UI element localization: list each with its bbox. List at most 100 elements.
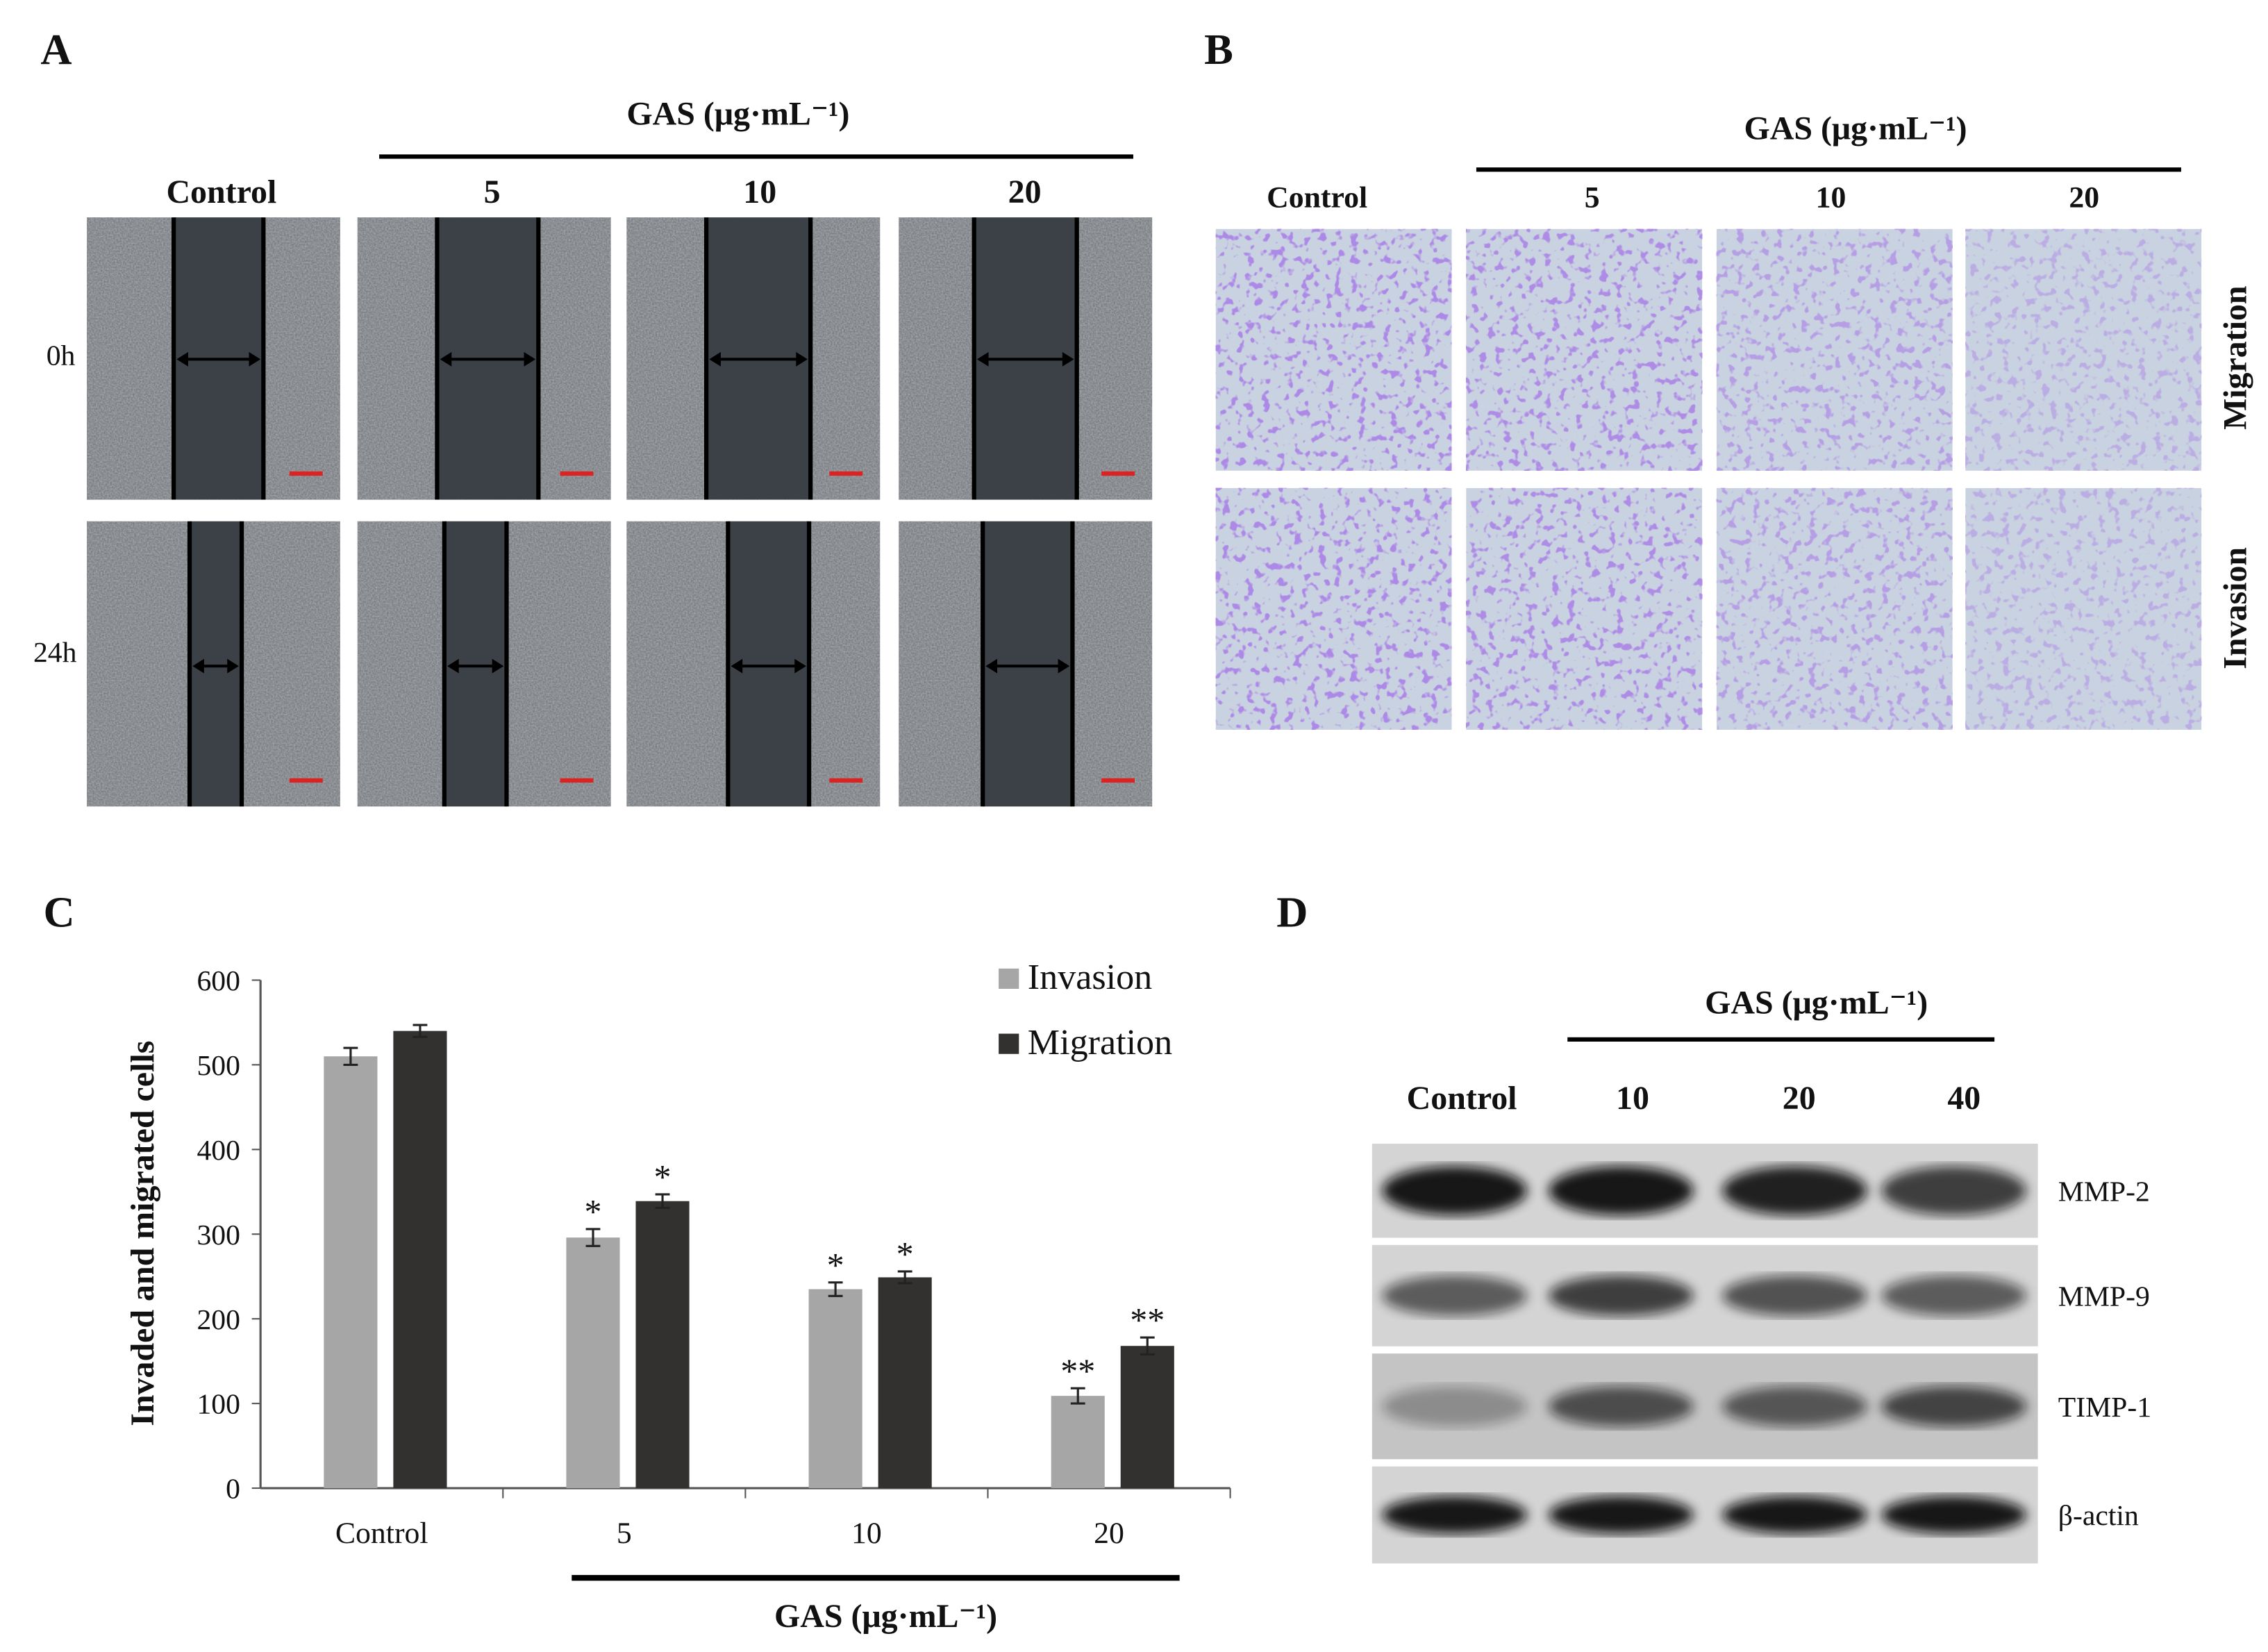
transwell-image [1965,487,2202,730]
transwell-image [1716,487,1953,730]
panel-label-c: C [44,887,75,936]
protein-band [1382,1386,1527,1427]
y-tick-label: 400 [197,1135,240,1167]
wound-image [626,521,881,807]
stained-cells [1215,487,1452,730]
gas-title-d: GAS (μg·mL⁻¹) [1705,984,1928,1021]
wound-image [899,521,1153,807]
col-label: 20 [1008,174,1042,210]
bar-migration [635,1201,690,1489]
error-bar [1070,1387,1085,1405]
blot-strip: MMP-9 [1371,1244,2150,1346]
x-tick-label: 20 [1094,1517,1124,1550]
col-label: 5 [1585,181,1600,214]
stained-cells [1716,487,1953,730]
y-tick-label: 500 [197,1050,240,1082]
lane-label: 40 [1947,1080,1981,1117]
protein-band [1881,1386,2026,1427]
significance-mark: * [827,1245,844,1284]
legend-label: Migration [1028,1023,1172,1062]
protein-band [1549,1275,1694,1317]
bar-migration [878,1277,932,1489]
y-tick-label: 200 [197,1304,240,1336]
panel-c: C Invaded and migrated cells 0 100 200 300 4… [44,887,1231,1635]
gas-title-b: GAS (μg·mL⁻¹) [1744,110,1967,147]
row-label: 24h [33,637,77,669]
protein-band [1549,1496,1694,1534]
protein-band [1881,1496,2026,1534]
panel-label-a: A [40,25,72,74]
protein-band [1722,1386,1867,1427]
protein-band [1881,1166,2026,1216]
error-bar [412,1024,428,1038]
y-axis-label: Invaded and migrated cells [124,1041,161,1426]
panel-a: A GAS (μg·mL⁻¹) Control 5 10 20 0h 24h [33,25,1153,807]
blot-strip: β-actin [1371,1466,2139,1564]
panel-b: B GAS (μg·mL⁻¹) Control 5 10 20 Migratio… [1204,25,2254,730]
row-label-invasion: Invasion [2217,547,2254,669]
col-label: 10 [743,174,776,210]
stained-cells [1716,228,1953,471]
protein-band [1382,1166,1527,1216]
legend-swatch [999,1033,1019,1054]
protein-label: β-actin [2058,1500,2139,1532]
arrowhead-icon [447,658,504,674]
significance-mark: ** [1060,1351,1095,1390]
error-bar [828,1281,843,1297]
x-tick-label: Control [335,1517,428,1550]
gas-title-a: GAS (μg·mL⁻¹) [626,96,849,133]
error-bar [897,1270,912,1285]
bar-invasion [808,1289,862,1489]
x-axis-label: GAS (μg·mL⁻¹) [774,1598,997,1635]
col-label: 20 [2069,181,2099,214]
lane-label: 20 [1783,1080,1816,1117]
legend-swatch [999,968,1019,989]
x-tick-label: 5 [617,1517,632,1550]
bar-invasion [324,1056,378,1489]
wound-image [899,217,1153,500]
protein-label: TIMP-1 [2058,1392,2151,1424]
wound-image [626,217,881,500]
error-bar [343,1046,358,1066]
stained-cells [1215,228,1452,471]
x-tick-label: 10 [851,1517,882,1550]
stained-cells [1965,228,2202,471]
error-bar [1140,1336,1155,1355]
y-tick-label: 0 [226,1474,240,1505]
transwell-image [1716,228,1953,471]
bar-invasion [1051,1396,1105,1489]
protein-band [1382,1275,1527,1317]
bar-migration [393,1031,447,1489]
significance-mark: ** [1130,1301,1165,1340]
significance-mark: * [897,1235,914,1274]
significance-mark: * [585,1192,602,1231]
panel-label-b: B [1204,25,1233,74]
error-bar [585,1228,601,1247]
stained-cells [1965,487,2202,730]
wound-image [87,217,340,500]
row-label-migration: Migration [2217,285,2254,430]
legend-label: Invasion [1028,958,1152,997]
transwell-image [1466,487,1703,730]
wound-image [357,521,611,807]
protein-band [1549,1166,1694,1216]
bar-invasion [566,1237,620,1489]
protein-band [1722,1275,1867,1317]
protein-band [1722,1166,1867,1216]
arrowhead-icon [976,351,1074,367]
y-tick-label: 300 [197,1219,240,1251]
transwell-image [1965,228,2202,471]
y-tick-label: 100 [197,1389,240,1421]
significance-mark: * [654,1158,672,1196]
protein-band [1881,1275,2026,1317]
protein-label: MMP-9 [2058,1280,2150,1312]
lane-label: Control [1407,1080,1517,1117]
panel-label-d: D [1276,887,1308,936]
col-label: Control [166,174,276,210]
error-bar [655,1193,670,1210]
transwell-image [1466,228,1703,471]
blot-strip: TIMP-1 [1371,1353,2151,1460]
stained-cells [1466,228,1703,471]
protein-band [1722,1496,1867,1534]
